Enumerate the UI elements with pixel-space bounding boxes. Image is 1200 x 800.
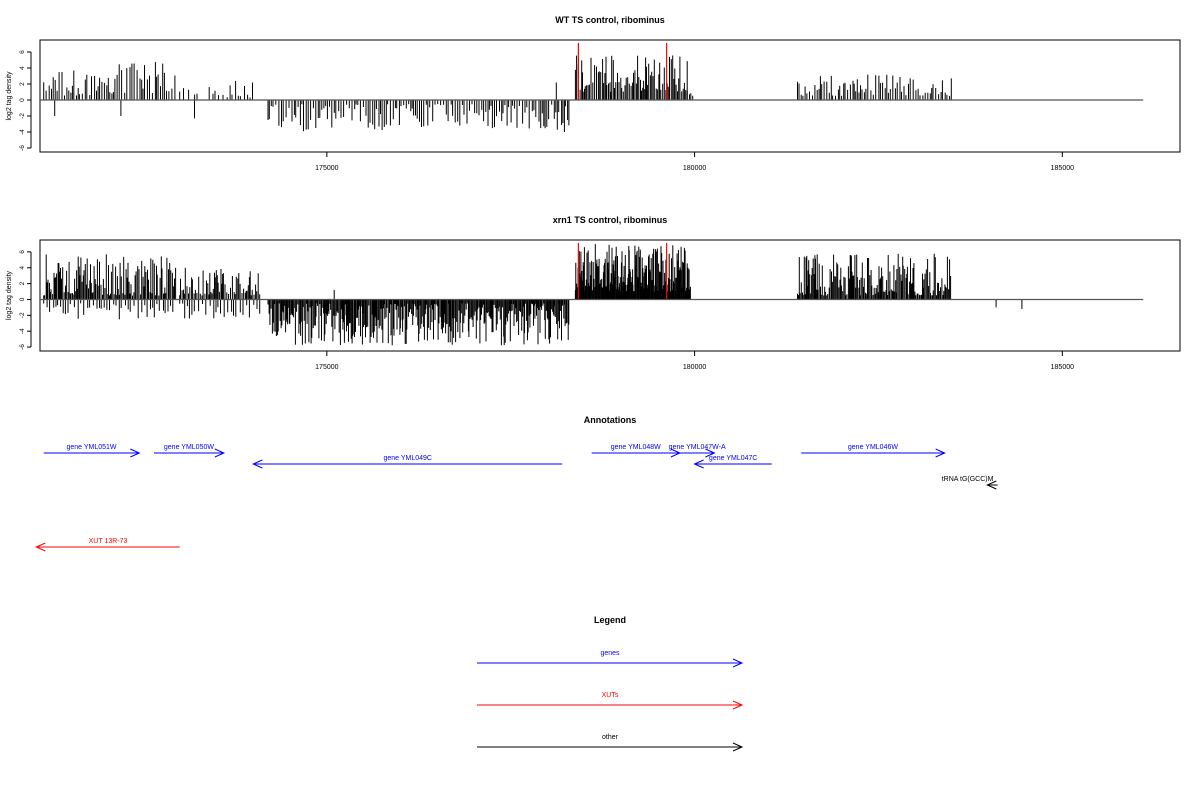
track-panels: WT TS control, ribominus 6 4 2 0 -2 -4 -6 log2 t… xyxy=(6,15,1181,371)
x-tick-label: 175000 xyxy=(315,165,338,172)
legend-arrow-head xyxy=(732,742,744,752)
feature-arrow-head xyxy=(986,480,997,490)
y-tick-label: 2 xyxy=(19,82,26,86)
bars-group xyxy=(43,244,1023,346)
y-tick-label: 0 xyxy=(19,297,26,301)
feature-arrow-head xyxy=(705,448,716,458)
legend-label: genes xyxy=(600,650,620,657)
y-tick-label: -2 xyxy=(19,312,26,318)
x-tick-label: 180000 xyxy=(683,364,706,371)
y-tick-label: -6 xyxy=(19,145,26,151)
annotation-feature: gene YML050W xyxy=(154,444,226,458)
annotation-feature: gene YML048W xyxy=(591,444,682,458)
x-tick-label: 185000 xyxy=(1051,165,1074,172)
plot-frame xyxy=(39,39,1181,153)
feature-label: gene YML047C xyxy=(709,455,758,462)
y-tick-label: 2 xyxy=(19,281,26,285)
y-axis-label: log2 tag density xyxy=(6,270,13,320)
feature-arrow-head xyxy=(252,459,263,469)
legend-title: Legend xyxy=(594,615,626,625)
annotation-feature: gene YML046W xyxy=(801,444,946,458)
track-panel-1: WT TS control, ribominus 6 4 2 0 -2 -4 -6 log2 t… xyxy=(6,15,1181,172)
annotations-title: Annotations xyxy=(584,415,637,425)
feature-arrow-head xyxy=(214,448,226,458)
annotation-feature: XUT 13R-73 xyxy=(35,538,180,552)
feature-label: tRNA tG(GCC)M xyxy=(942,476,994,483)
legend-label: XUTs xyxy=(602,692,619,699)
feature-arrow-head xyxy=(35,542,46,552)
feature-label: gene YML049C xyxy=(383,455,432,462)
annotation-feature: tRNA tG(GCC)M xyxy=(942,476,998,490)
y-tick-label: 4 xyxy=(19,66,26,70)
feature-label: gene YML048W xyxy=(611,444,661,451)
annotation-feature: gene YML047W-A xyxy=(669,444,726,458)
feature-label: gene YML047W-A xyxy=(669,444,726,451)
feature-label: gene YML050W xyxy=(164,444,214,451)
chart-title: xrn1 TS control, ribominus xyxy=(553,215,668,225)
feature-label: gene YML046W xyxy=(848,444,898,451)
legend-panel: Legend genes XUTs other xyxy=(477,615,744,752)
y-tick-label: 6 xyxy=(19,250,26,254)
y-tick-label: 4 xyxy=(19,266,26,270)
feature-arrow-head xyxy=(130,448,141,458)
annotation-feature: gene YML047C xyxy=(693,455,772,469)
x-tick-label: 185000 xyxy=(1051,364,1074,371)
y-tick-label: -6 xyxy=(19,344,26,350)
y-tick-label: -4 xyxy=(19,129,26,135)
feature-label: XUT 13R-73 xyxy=(89,538,128,545)
y-tick-label: 0 xyxy=(19,98,26,102)
feature-arrow-head xyxy=(935,448,946,458)
track-panel-2: xrn1 TS control, ribominus 6 4 2 0 -2 -4 -6 log2… xyxy=(6,215,1181,371)
y-tick-label: -2 xyxy=(19,113,26,119)
x-tick-label: 175000 xyxy=(315,364,338,371)
legend-item: genes xyxy=(477,650,744,668)
legend-item: XUTs xyxy=(477,692,744,710)
annotation-feature: gene YML051W xyxy=(43,444,141,458)
plot-frame xyxy=(39,239,1181,352)
legend-label: other xyxy=(602,734,619,741)
feature-label: gene YML051W xyxy=(66,444,116,451)
bars-group xyxy=(43,55,952,132)
y-tick-label: -4 xyxy=(19,328,26,334)
legend-arrow-head xyxy=(732,700,744,710)
legend-item: other xyxy=(477,734,744,752)
annotation-feature: gene YML049C xyxy=(252,455,563,469)
legend-arrow-head xyxy=(732,658,744,668)
y-axis-label: log2 tag density xyxy=(6,71,13,121)
feature-arrow-head xyxy=(693,459,704,469)
chart-title: WT TS control, ribominus xyxy=(555,15,665,25)
annotation-panel: Annotations gene YML051W gene YML050W gene … xyxy=(35,415,998,552)
y-tick-label: 6 xyxy=(19,50,26,54)
x-tick-label: 180000 xyxy=(683,165,706,172)
